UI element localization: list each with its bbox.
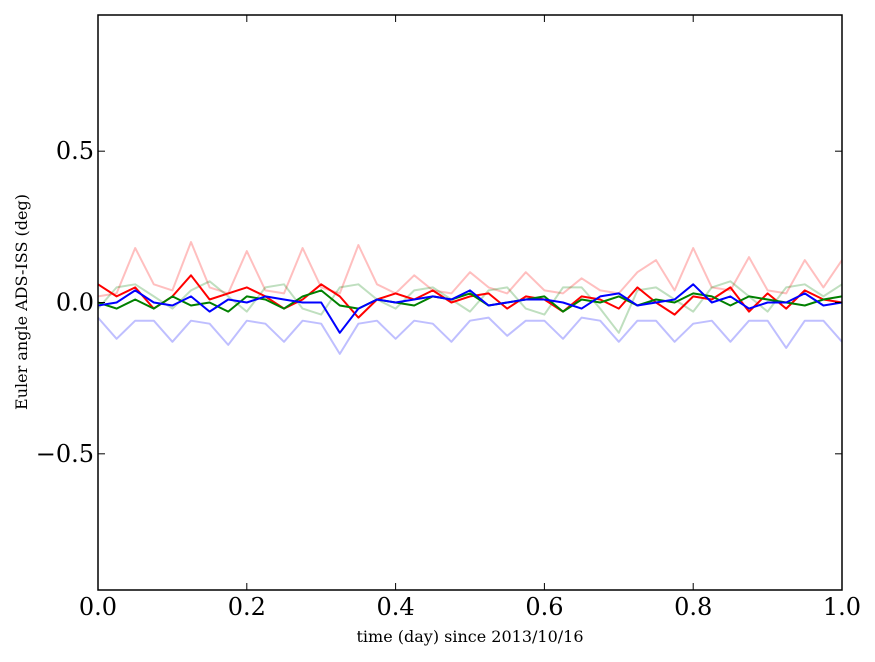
series-line-1 — [97, 280, 843, 334]
series-layer — [97, 241, 843, 355]
tick-layer: 0.0 0.2 0.4 0.6 0.8 1.0 0.5 0.0 −0.5 — [36, 15, 861, 621]
series-line-5 — [97, 283, 843, 334]
x-tick-label: 0.4 — [377, 593, 415, 621]
x-tick-label: 0.0 — [79, 593, 117, 621]
x-tick-label: 0.6 — [525, 593, 563, 621]
x-tick-label: 0.2 — [228, 593, 266, 621]
x-tick-label: 0.8 — [674, 593, 712, 621]
series-line-3 — [97, 274, 843, 319]
y-tick-label: −0.5 — [36, 440, 94, 468]
x-tick-label: 1.0 — [823, 593, 861, 621]
y-tick-label: 0.5 — [56, 137, 94, 165]
series-line-0 — [97, 241, 843, 298]
y-tick-label: 0.0 — [56, 289, 94, 317]
y-axis-label: Euler angle ADS-ISS (deg) — [12, 194, 31, 410]
x-axis-label: time (day) since 2013/10/16 — [356, 627, 583, 646]
series-line-4 — [97, 289, 843, 313]
series-line-2 — [97, 316, 843, 355]
